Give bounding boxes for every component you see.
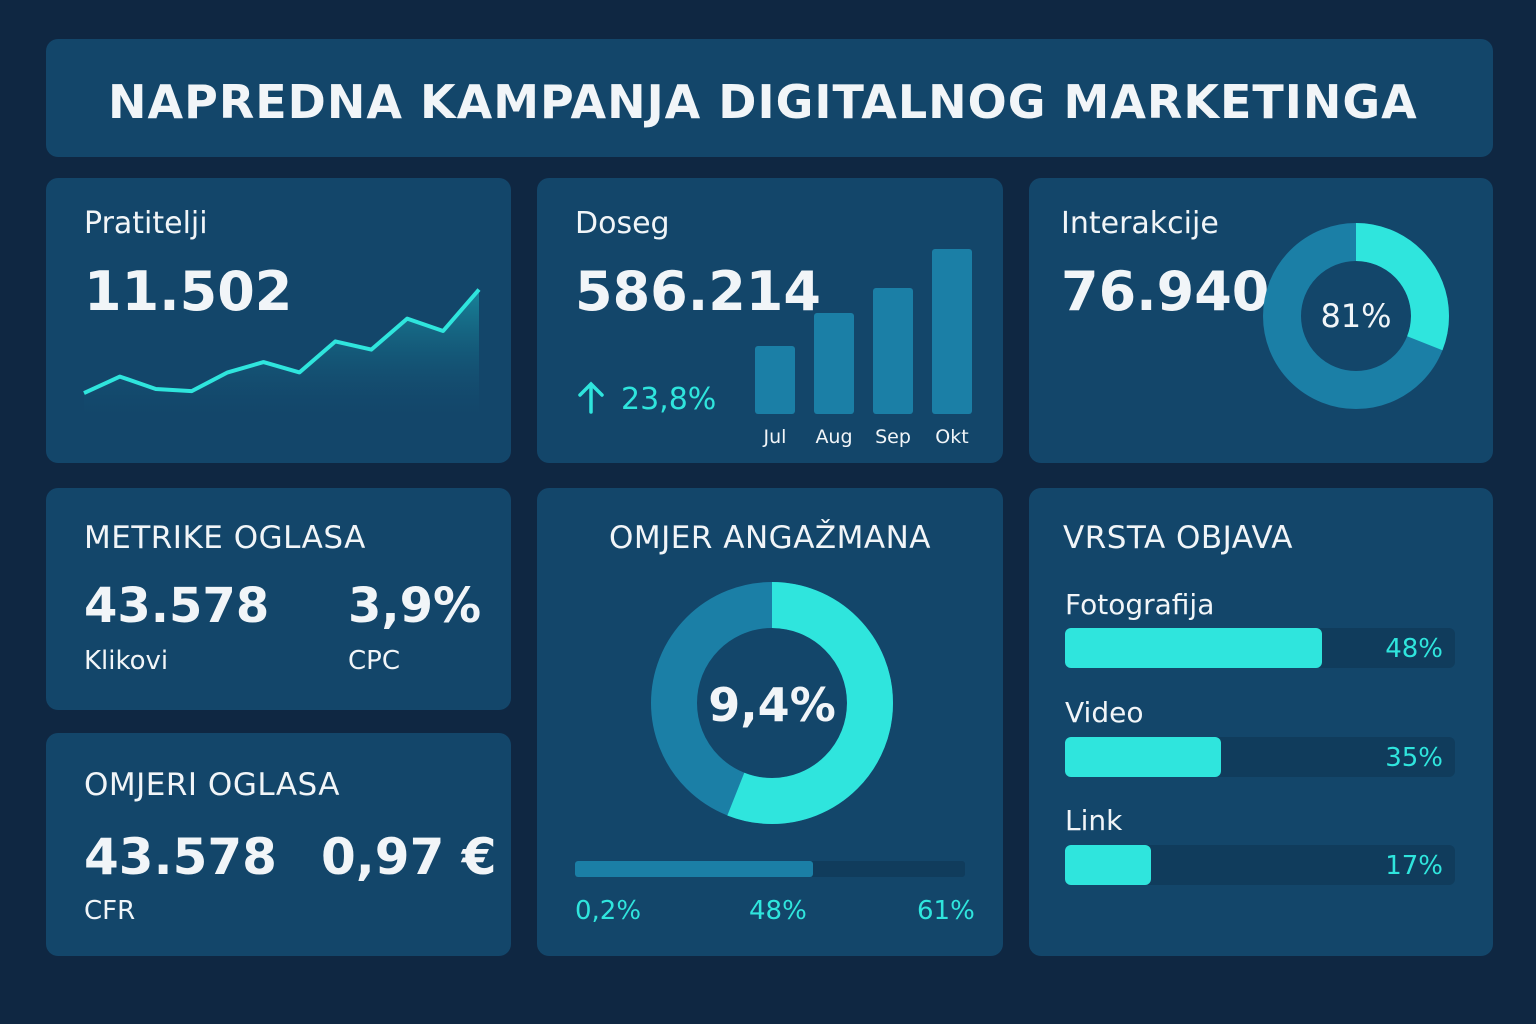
reach-bar: [814, 313, 854, 414]
engagement-scale-high: 61%: [917, 896, 975, 926]
followers-card[interactable]: Pratitelji 11.502: [46, 178, 511, 463]
followers-label: Pratitelji: [84, 206, 208, 241]
interactions-percent: 81%: [1320, 297, 1392, 335]
followers-line: [83, 288, 481, 395]
post-type-percent: 35%: [1385, 743, 1443, 773]
ad-metrics-title: METRIKE OGLASA: [84, 520, 366, 556]
clicks-value: 43.578: [84, 578, 270, 634]
reach-bar: [932, 249, 972, 414]
post-type-bar: 48%: [1065, 628, 1455, 668]
engagement-title: OMJER ANGAŽMANA: [609, 520, 931, 556]
cfr-value: 43.578: [84, 828, 277, 886]
interactions-card[interactable]: Interakcije 76.940 81%: [1029, 178, 1493, 463]
post-type-bar-fill: [1065, 845, 1151, 885]
post-type-label: Video: [1065, 696, 1144, 729]
ad-ratios-card[interactable]: OMJERI OGLASA 43.578 CFR 0,97 €: [46, 733, 511, 956]
engagement-bar-fill: [575, 861, 813, 877]
engagement-bar-track: [575, 861, 965, 877]
post-type-bar-fill: [1065, 628, 1323, 668]
post-type-bar: 17%: [1065, 845, 1455, 885]
title-bar: NAPREDNA KAMPANJA DIGITALNOG MARKETINGA: [46, 39, 1493, 157]
engagement-scale-mid: 48%: [749, 896, 807, 926]
page-title: NAPREDNA KAMPANJA DIGITALNOG MARKETINGA: [108, 75, 1418, 129]
reach-change: 23,8%: [621, 382, 717, 417]
cost-value: 0,97 €: [321, 828, 497, 886]
post-type-percent: 48%: [1385, 634, 1443, 664]
post-type-bar: 35%: [1065, 737, 1455, 777]
reach-label: Doseg: [575, 206, 670, 241]
post-types-card[interactable]: VRSTA OBJAVA Fotografija 48% Video 35% L…: [1029, 488, 1493, 956]
followers-trend-chart: [83, 288, 481, 418]
engagement-scale-low: 0,2%: [575, 896, 642, 926]
post-type-bar-fill: [1065, 737, 1221, 777]
post-type-percent: 17%: [1385, 851, 1443, 881]
followers-value: 11.502: [84, 260, 293, 323]
cpc-value: 3,9%: [348, 578, 482, 634]
engagement-percent: 9,4%: [708, 678, 836, 732]
post-types-title: VRSTA OBJAVA: [1063, 520, 1293, 556]
post-type-label: Link: [1065, 804, 1123, 837]
reach-card[interactable]: Doseg 586.214 23,8% Jul Aug Sep Okt: [537, 178, 1003, 463]
ad-metrics-card[interactable]: METRIKE OGLASA 43.578 Klikovi 3,9% CPC: [46, 488, 511, 710]
interactions-value: 76.940: [1061, 260, 1270, 323]
reach-month-label: Okt: [935, 426, 969, 448]
reach-bar: [755, 346, 795, 414]
ad-ratios-title: OMJERI OGLASA: [84, 767, 340, 803]
post-type-label: Fotografija: [1065, 588, 1215, 621]
reach-value: 586.214: [575, 260, 821, 323]
reach-month-label: Jul: [763, 426, 787, 448]
reach-month-label: Aug: [815, 426, 853, 448]
reach-bar-chart: [755, 249, 972, 414]
engagement-donut: [651, 582, 893, 824]
interactions-arc: [1263, 223, 1449, 409]
cfr-label: CFR: [84, 896, 136, 926]
arrow-up-icon: [578, 381, 604, 414]
reach-bar: [873, 288, 913, 414]
engagement-arc: [651, 582, 893, 824]
interactions-label: Interakcije: [1061, 206, 1219, 241]
followers-area: [84, 289, 479, 418]
reach-month-label: Sep: [875, 426, 911, 448]
interactions-donut: [1263, 223, 1449, 409]
cpc-label: CPC: [348, 646, 400, 676]
clicks-label: Klikovi: [84, 646, 169, 676]
engagement-card[interactable]: OMJER ANGAŽMANA 9,4% 0,2% 48% 61%: [537, 488, 1003, 956]
